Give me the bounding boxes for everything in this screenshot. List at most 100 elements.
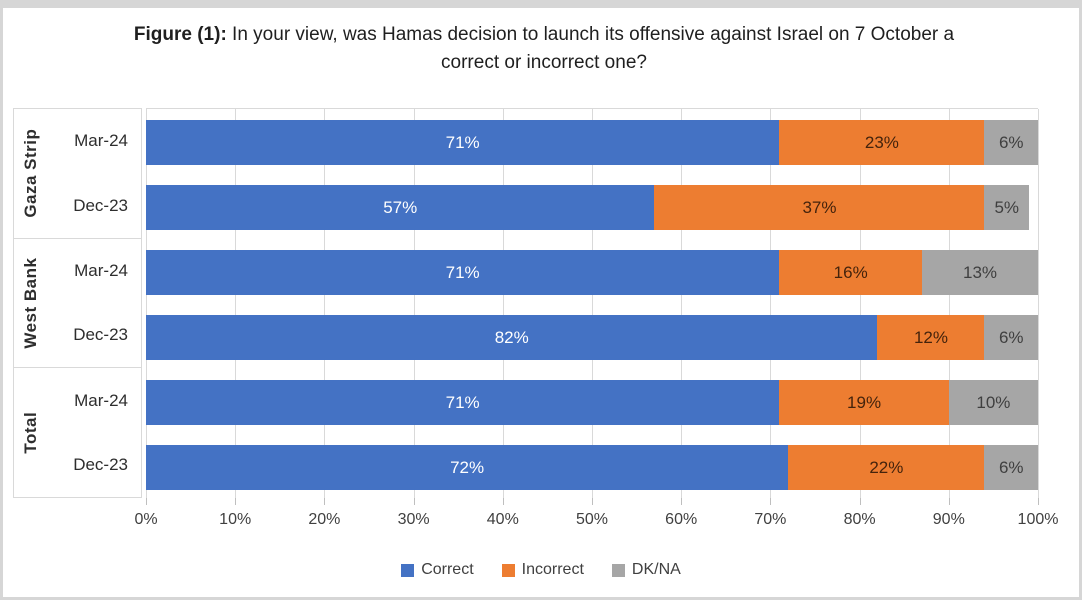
period-label: Dec-23 — [73, 454, 128, 474]
bar-segment-correct: 72% — [146, 445, 789, 490]
legend-swatch — [501, 563, 515, 577]
plot-area: 71% 23% 6% 57% 37% 5% 71% 16% 13% 82% 12% 6% 71% 19% 1… — [146, 108, 1039, 499]
bar-segment-dk-na: 6% — [984, 315, 1038, 360]
x-axis-tick-label: 30% — [397, 511, 430, 528]
x-axis-tickmark — [146, 498, 147, 505]
data-label: 71% — [445, 392, 480, 412]
data-label: 57% — [383, 197, 418, 217]
data-label: 22% — [869, 457, 904, 477]
bar-row: 82% 12% 6% — [146, 315, 1038, 360]
gridline — [502, 109, 504, 499]
x-axis-tick-label: 60% — [665, 511, 698, 528]
chart-title: Figure (1): In your view, was Hamas deci… — [124, 21, 964, 77]
bar-segment-correct: 57% — [146, 185, 655, 230]
group-periods: Mar-24 Dec-23 — [48, 239, 141, 368]
bar-segment-incorrect: 16% — [779, 250, 923, 295]
gridline — [948, 109, 950, 499]
x-axis-tickmark — [770, 498, 772, 505]
x-axis-tickmark — [1038, 498, 1039, 505]
legend-item-dk-na: DK/NA — [611, 561, 681, 579]
bar-segment-dk-na: 6% — [984, 120, 1038, 165]
x-axis-tickmark — [948, 498, 950, 505]
x-axis-tick-label: 80% — [843, 511, 876, 528]
group-cell: Total Mar-24 Dec-23 — [14, 367, 141, 497]
bar-row: 71% 19% 10% — [146, 380, 1038, 425]
chart-title-text: In your view, was Hamas decision to laun… — [226, 24, 955, 73]
data-label: 72% — [450, 457, 485, 477]
period-label: Dec-23 — [73, 195, 128, 215]
x-axis-tickmark — [413, 498, 415, 505]
period-label: Mar-24 — [74, 131, 128, 151]
legend-label: Incorrect — [521, 561, 584, 578]
x-axis-tick-label: 20% — [308, 511, 341, 528]
gridline — [146, 109, 147, 499]
gridline — [859, 109, 861, 499]
bar-segment-incorrect: 23% — [779, 120, 985, 165]
bar-segment-incorrect: 37% — [654, 185, 985, 230]
x-axis-tickmark — [859, 498, 861, 505]
x-axis-tickmark — [502, 498, 504, 505]
group-cell: West Bank Mar-24 Dec-23 — [14, 237, 141, 368]
x-axis-tick-label: 10% — [219, 511, 252, 528]
bar-segment-correct: 82% — [146, 315, 878, 360]
data-label: 13% — [962, 262, 998, 282]
group-label: West Bank — [21, 257, 40, 349]
legend-label: Correct — [421, 561, 474, 578]
data-label: 16% — [833, 262, 868, 282]
data-label: 6% — [998, 132, 1024, 152]
gridline — [324, 109, 326, 499]
data-label: 19% — [847, 392, 882, 412]
x-axis-tickmark — [235, 498, 237, 505]
bar-segment-incorrect: 12% — [877, 315, 985, 360]
bar-segment-dk-na: 10% — [948, 380, 1038, 425]
group-label: Total — [21, 411, 40, 454]
bar-segment-incorrect: 19% — [779, 380, 949, 425]
group-periods: Mar-24 Dec-23 — [48, 109, 141, 238]
data-label: 23% — [864, 132, 899, 152]
data-label: 71% — [445, 262, 480, 282]
x-axis-tickmark — [592, 498, 593, 505]
bar-segment-dk-na: 5% — [984, 185, 1030, 230]
data-label: 82% — [494, 327, 529, 347]
gridline — [235, 109, 237, 499]
gridline — [681, 109, 683, 499]
bar-segment-incorrect: 22% — [788, 445, 985, 490]
data-label: 6% — [998, 457, 1024, 477]
category-label-box: Gaza Strip Mar-24 Dec-23 West Bank Mar-24 Dec… — [13, 108, 142, 498]
period-label: Mar-24 — [74, 390, 128, 410]
bar-row: 72% 22% 6% — [146, 445, 1038, 490]
bar-row: 57% 37% 5% — [146, 185, 1038, 230]
period-label: Dec-23 — [73, 325, 128, 345]
group-periods: Mar-24 Dec-23 — [48, 368, 141, 497]
x-axis: 0% 10% 20% 30% 40% 50% 60% 70% 80% 90% 100% — [134, 511, 1058, 535]
data-label: 5% — [994, 197, 1020, 217]
legend-item-incorrect: Incorrect — [501, 561, 584, 579]
bar-segment-dk-na: 13% — [922, 250, 1038, 295]
chart-title-prefix: Figure (1): — [133, 24, 227, 45]
data-label: 12% — [913, 327, 948, 347]
data-label: 10% — [976, 392, 1011, 412]
legend-swatch — [401, 563, 415, 577]
legend-item-correct: Correct — [401, 561, 474, 579]
x-axis-tick-label: 90% — [932, 511, 965, 528]
x-axis-tickmark — [681, 498, 683, 505]
bar-row: 71% 16% 13% — [146, 250, 1038, 295]
group-label: Gaza Strip — [21, 128, 40, 218]
period-label: Mar-24 — [74, 260, 128, 280]
data-label: 6% — [998, 327, 1024, 347]
data-label: 71% — [445, 132, 480, 152]
data-label: 37% — [802, 197, 837, 217]
gridline — [413, 109, 415, 499]
bar-segment-correct: 71% — [146, 380, 780, 425]
bar-segment-dk-na: 6% — [984, 445, 1038, 490]
x-axis-tick-label: 40% — [486, 511, 519, 528]
bar-row: 71% 23% 6% — [146, 120, 1038, 165]
gridline — [770, 109, 772, 499]
x-axis-tickmark — [324, 498, 326, 505]
x-axis-tick-label: 100% — [1017, 511, 1059, 528]
x-axis-ticks — [146, 498, 1039, 505]
bar-segment-correct: 71% — [146, 250, 780, 295]
bar-segment-correct: 71% — [146, 120, 780, 165]
x-axis-tick-label: 0% — [134, 511, 158, 528]
